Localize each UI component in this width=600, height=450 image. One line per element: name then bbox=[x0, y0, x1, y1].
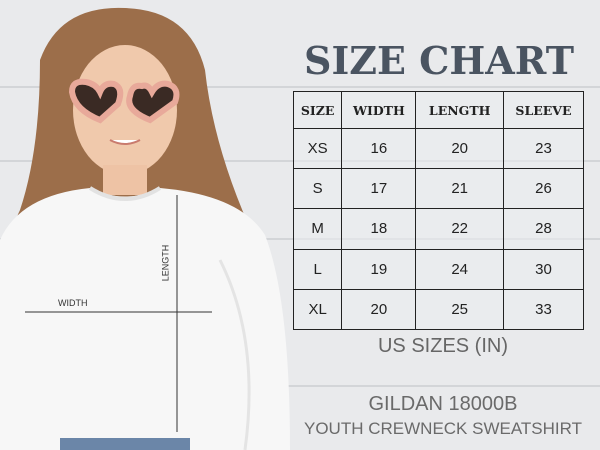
product-model: GILDAN 18000B bbox=[368, 393, 518, 415]
table-cell: 33 bbox=[502, 288, 585, 331]
table-cell: 30 bbox=[502, 248, 585, 290]
table-cell: 25 bbox=[415, 288, 504, 331]
table-cell: 22 bbox=[415, 208, 504, 250]
size-chart-title: SIZE CHART bbox=[304, 38, 574, 83]
length-label: LENGTH bbox=[160, 244, 171, 282]
model-photo bbox=[0, 7, 290, 450]
table-row: XL 20 25 33 bbox=[292, 288, 585, 331]
table-row: L 19 24 30 bbox=[292, 248, 585, 290]
table-row: XS 16 20 23 bbox=[292, 127, 585, 170]
wall-plank bbox=[0, 385, 600, 387]
table-cell: 24 bbox=[415, 248, 504, 290]
table-cell: L bbox=[292, 248, 343, 290]
wall-plank bbox=[0, 86, 600, 88]
table-cell: 20 bbox=[415, 127, 504, 170]
table-row: S 17 21 26 bbox=[292, 168, 585, 210]
heart-sunglasses bbox=[68, 78, 180, 124]
table-cell: 18 bbox=[341, 208, 417, 250]
table-cell: XS bbox=[292, 127, 343, 170]
column-header: SIZE bbox=[292, 91, 343, 129]
width-label: WIDTH bbox=[58, 298, 88, 308]
column-header: WIDTH bbox=[341, 91, 417, 129]
units-note: US SIZES (IN) bbox=[377, 335, 508, 357]
table-cell: 20 bbox=[341, 288, 417, 331]
table-row: M 18 22 28 bbox=[292, 208, 585, 250]
table-cell: 17 bbox=[341, 168, 417, 210]
table-cell: 23 bbox=[502, 127, 585, 170]
table-cell: S bbox=[292, 168, 343, 210]
column-header: LENGTH bbox=[415, 91, 504, 129]
table-cell: 26 bbox=[502, 168, 585, 210]
table-cell: 21 bbox=[415, 168, 504, 210]
size-table: SIZE WIDTH LENGTH SLEEVE XS 16 20 23 S 17 21 26 M 18… bbox=[292, 91, 585, 331]
table-cell: XL bbox=[292, 288, 343, 331]
table-cell: 19 bbox=[341, 248, 417, 290]
product-description: YOUTH CREWNECK SWEATSHIRT bbox=[304, 419, 582, 438]
column-header: SLEEVE bbox=[502, 91, 585, 129]
table-cell: 28 bbox=[502, 208, 585, 250]
table-cell: M bbox=[292, 208, 343, 250]
table-cell: 16 bbox=[341, 127, 417, 170]
